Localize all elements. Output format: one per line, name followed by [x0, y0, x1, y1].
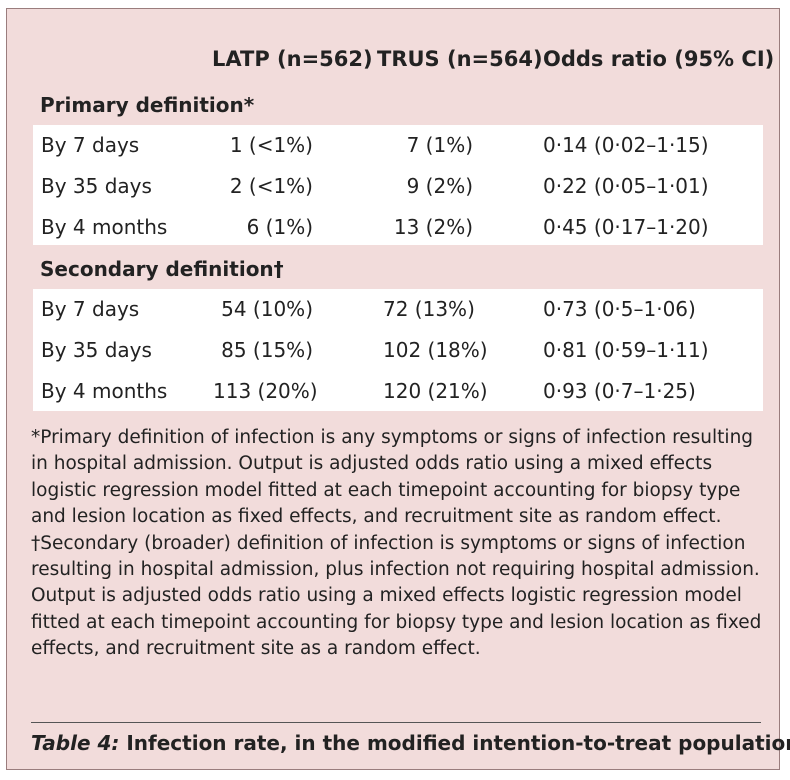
timepoint-cell: By 35 days: [41, 338, 152, 362]
table-footnote: *Primary definition of infection is any …: [31, 427, 762, 660]
trus-cell: 102 (18%): [383, 338, 488, 362]
table-header: LATP (n=562) TRUS (n=564) Odds ratio (95…: [7, 47, 779, 87]
latp-cell: 2 (<1%): [229, 174, 313, 198]
section-primary-rows: By 7 days 1 (<1%) 7 (1%) 0·14 (0·02–1·15…: [33, 125, 763, 245]
table-row: By 4 months 6 (1%) 13 (2%) 0·45 (0·17–1·…: [33, 207, 763, 247]
column-header-odds-ratio: Odds ratio (95% CI): [543, 47, 775, 71]
section-secondary-rows: By 7 days 54 (10%) 72 (13%) 0·73 (0·5–1·…: [33, 289, 763, 411]
table-row: By 7 days 54 (10%) 72 (13%) 0·73 (0·5–1·…: [33, 289, 763, 329]
caption-text: Infection rate, in the modified intentio…: [119, 731, 790, 755]
caption-label: Table 4:: [31, 731, 120, 755]
odds-ratio-cell: 0·93 (0·7–1·25): [543, 379, 696, 403]
latp-cell: 6 (1%): [246, 215, 313, 239]
section-label-primary: Primary definition*: [40, 93, 255, 117]
trus-cell: 9 (2%): [406, 174, 473, 198]
table-row: By 35 days 2 (<1%) 9 (2%) 0·22 (0·05–1·0…: [33, 166, 763, 206]
trus-cell: 120 (21%): [383, 379, 488, 403]
trus-cell: 7 (1%): [406, 133, 473, 157]
table-caption: Table 4: Infection rate, in the modified…: [31, 731, 790, 755]
odds-ratio-cell: 0·14 (0·02–1·15): [543, 133, 709, 157]
latp-cell: 1 (<1%): [229, 133, 313, 157]
timepoint-cell: By 7 days: [41, 297, 140, 321]
latp-cell: 113 (20%): [213, 379, 318, 403]
timepoint-cell: By 7 days: [41, 133, 140, 157]
column-header-latp: LATP (n=562): [212, 47, 373, 71]
latp-cell: 54 (10%): [221, 297, 313, 321]
odds-ratio-cell: 0·81 (0·59–1·11): [543, 338, 709, 362]
trus-cell: 72 (13%): [383, 297, 475, 321]
odds-ratio-cell: 0·73 (0·5–1·06): [543, 297, 696, 321]
timepoint-cell: By 35 days: [41, 174, 152, 198]
table-row: By 4 months 113 (20%) 120 (21%) 0·93 (0·…: [33, 371, 763, 411]
odds-ratio-cell: 0·45 (0·17–1·20): [543, 215, 709, 239]
caption-divider: [31, 722, 761, 723]
timepoint-cell: By 4 months: [41, 215, 168, 239]
odds-ratio-cell: 0·22 (0·05–1·01): [543, 174, 709, 198]
table-panel: LATP (n=562) TRUS (n=564) Odds ratio (95…: [6, 8, 790, 770]
trus-cell: 13 (2%): [393, 215, 473, 239]
section-label-secondary: Secondary definition†: [40, 257, 284, 281]
column-header-trus: TRUS (n=564): [377, 47, 543, 71]
table-row: By 35 days 85 (15%) 102 (18%) 0·81 (0·59…: [33, 330, 763, 370]
latp-cell: 85 (15%): [221, 338, 313, 362]
timepoint-cell: By 4 months: [41, 379, 168, 403]
table-row: By 7 days 1 (<1%) 7 (1%) 0·14 (0·02–1·15…: [33, 125, 763, 165]
